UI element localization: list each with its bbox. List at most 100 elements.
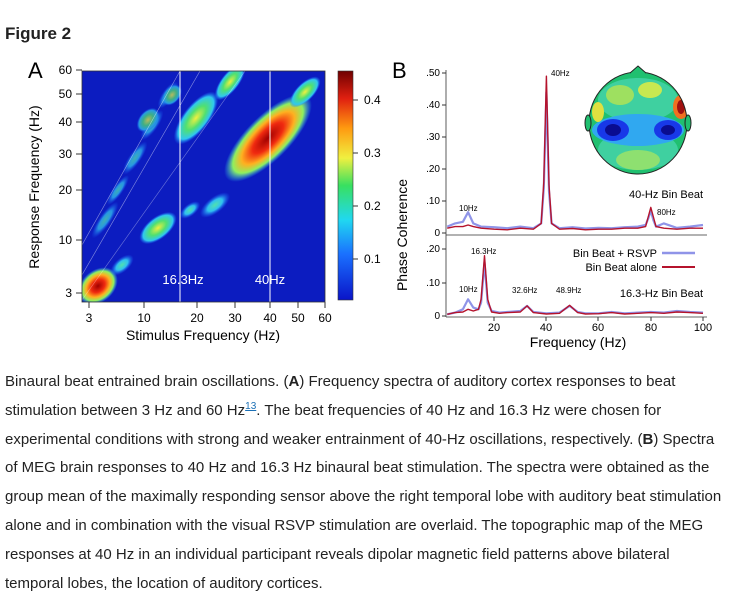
- svg-text:20: 20: [488, 322, 500, 334]
- upper-y-tick: .40: [426, 100, 446, 111]
- subplot-title-40hz: 40-Hz Bin Beat: [629, 189, 703, 201]
- y-tick: 3: [65, 286, 82, 300]
- spectra-ylabel: Phase Coherence: [394, 179, 410, 291]
- annotation-32-6hz: 32.6Hz: [512, 286, 537, 295]
- svg-text:0.1: 0.1: [364, 252, 381, 266]
- panel-a-label: A: [28, 58, 43, 83]
- svg-text:100: 100: [694, 322, 712, 334]
- annotation-80hz-upper: 80Hz: [657, 208, 676, 217]
- colorbar: 0.4 0.3 0.2 0.1: [337, 70, 381, 301]
- lower-y-tick: .10: [426, 278, 446, 289]
- caption-part-a2: . The beat frequencies of 40 Hz and 16.3…: [5, 401, 662, 448]
- upper-y-axis: .50 .40 .30 .20 .10 0: [426, 68, 446, 239]
- lower-y-tick: .20: [426, 244, 446, 255]
- figure-graphic: A Response Frequency (Hz): [26, 58, 712, 350]
- colorbar-gradient: [337, 70, 354, 301]
- caption-intro: Binaural beat entrained brain oscillatio…: [5, 373, 289, 390]
- spectra-xlabel: Frequency (Hz): [530, 334, 626, 350]
- svg-text:20: 20: [59, 183, 73, 197]
- spectra-axes: [445, 70, 707, 318]
- lower-y-tick: 0: [434, 311, 446, 322]
- upper-annotations: 40Hz 10Hz 80Hz: [459, 69, 676, 217]
- upper-spectrum-series: [446, 75, 704, 231]
- heatmap-ylabel: Response Frequency (Hz): [26, 105, 42, 268]
- annotation-16-3hz-peak: 16.3Hz: [471, 247, 496, 256]
- svg-text:Bin Beat + RSVP: Bin Beat + RSVP: [573, 248, 657, 260]
- upper-y-tick: .10: [426, 196, 446, 207]
- y-tick: 60: [59, 63, 82, 77]
- spectra-legend: Bin Beat + RSVP Bin Beat alone: [573, 248, 695, 274]
- svg-text:30: 30: [228, 311, 242, 325]
- caption-label-b: B: [642, 430, 654, 448]
- heatmap-plot: 16.3Hz 40Hz: [81, 70, 326, 303]
- svg-text:40: 40: [263, 311, 277, 325]
- upper-series-bin-beat-alone: [447, 75, 703, 231]
- upper-y-tick: .20: [426, 164, 446, 175]
- topographic-map: [584, 65, 692, 175]
- svg-text:10: 10: [137, 311, 151, 325]
- svg-text:3: 3: [65, 286, 72, 300]
- spectra-x-tick: 100: [694, 317, 712, 334]
- colorbar-tick: 0.4: [353, 93, 381, 107]
- y-tick: 50: [59, 87, 82, 101]
- svg-text:.30: .30: [426, 132, 440, 143]
- svg-text:0.4: 0.4: [364, 93, 381, 107]
- legend-entry-alone: Bin Beat alone: [585, 262, 695, 274]
- svg-text:60: 60: [318, 311, 332, 325]
- subplot-title-16-3hz: 16.3-Hz Bin Beat: [620, 288, 703, 300]
- spectra-x-tick: 60: [592, 317, 604, 334]
- annotation-40hz-peak: 40Hz: [551, 69, 570, 78]
- svg-text:.20: .20: [426, 164, 440, 175]
- svg-text:50: 50: [59, 87, 73, 101]
- svg-text:40: 40: [59, 115, 73, 129]
- lower-y-axis: .20 .10 0: [426, 244, 446, 322]
- spectra-x-axis: 20 40 60 80 100: [488, 317, 712, 334]
- svg-text:50: 50: [291, 311, 305, 325]
- annotation-40hz: 40Hz: [255, 272, 285, 287]
- panel-b-label: B: [392, 58, 407, 83]
- upper-y-tick: 0: [434, 228, 446, 239]
- svg-text:30: 30: [59, 147, 73, 161]
- spectra-x-tick: 80: [645, 317, 657, 334]
- spectra-x-tick: 40: [540, 317, 552, 334]
- svg-text:60: 60: [592, 322, 604, 334]
- upper-y-tick: .30: [426, 132, 446, 143]
- x-tick: 30: [228, 302, 242, 325]
- harmonic-ridge-2: [173, 71, 246, 145]
- lower-annotations: 16.3Hz 10Hz 32.6Hz 48.9Hz: [459, 247, 581, 295]
- annotation-16-3hz: 16.3Hz: [162, 272, 203, 287]
- svg-text:0: 0: [434, 228, 440, 239]
- caption-part-b: ) Spectra of MEG brain responses to 40 H…: [5, 430, 722, 592]
- y-tick: 40: [59, 115, 82, 129]
- reference-link[interactable]: 13: [245, 400, 257, 412]
- svg-text:80: 80: [645, 322, 657, 334]
- lower-series-bin-beat-alone: [447, 255, 704, 315]
- x-tick: 20: [190, 302, 204, 325]
- svg-text:.10: .10: [426, 278, 440, 289]
- figure-title: Figure 2: [5, 24, 72, 43]
- svg-text:0.2: 0.2: [364, 199, 381, 213]
- svg-text:60: 60: [59, 63, 73, 77]
- y-tick: 10: [59, 233, 82, 247]
- svg-text:0.3: 0.3: [364, 146, 381, 160]
- spectra-x-tick: 20: [488, 317, 500, 334]
- svg-text:.50: .50: [426, 68, 440, 79]
- upper-series-bin-beat-rsvp: [446, 91, 704, 230]
- harmonic-ridges-faint: [91, 81, 182, 239]
- heatmap-x-axis: 3 10 20 30 40 50 60: [86, 302, 332, 325]
- annotation-48-9hz: 48.9Hz: [556, 286, 581, 295]
- heatmap-xlabel: Stimulus Frequency (Hz): [126, 327, 280, 343]
- svg-text:.40: .40: [426, 100, 440, 111]
- lower-spectrum-series: [446, 255, 704, 316]
- heatmap-y-axis: 60 50 40 30 20 10 3: [59, 63, 82, 300]
- svg-text:3: 3: [86, 311, 93, 325]
- annotation-10hz-lower: 10Hz: [459, 285, 478, 294]
- caption-label-a: A: [288, 373, 300, 390]
- y-tick: 20: [59, 183, 82, 197]
- caption-part-a: ) Frequency spectra of auditory cortex r…: [5, 373, 676, 419]
- legend-entry-rsvp: Bin Beat + RSVP: [573, 248, 695, 260]
- annotation-10hz-upper: 10Hz: [459, 204, 478, 213]
- upper-y-tick: .50: [426, 68, 446, 79]
- x-tick: 60: [318, 302, 332, 325]
- colorbar-tick: 0.3: [353, 146, 381, 160]
